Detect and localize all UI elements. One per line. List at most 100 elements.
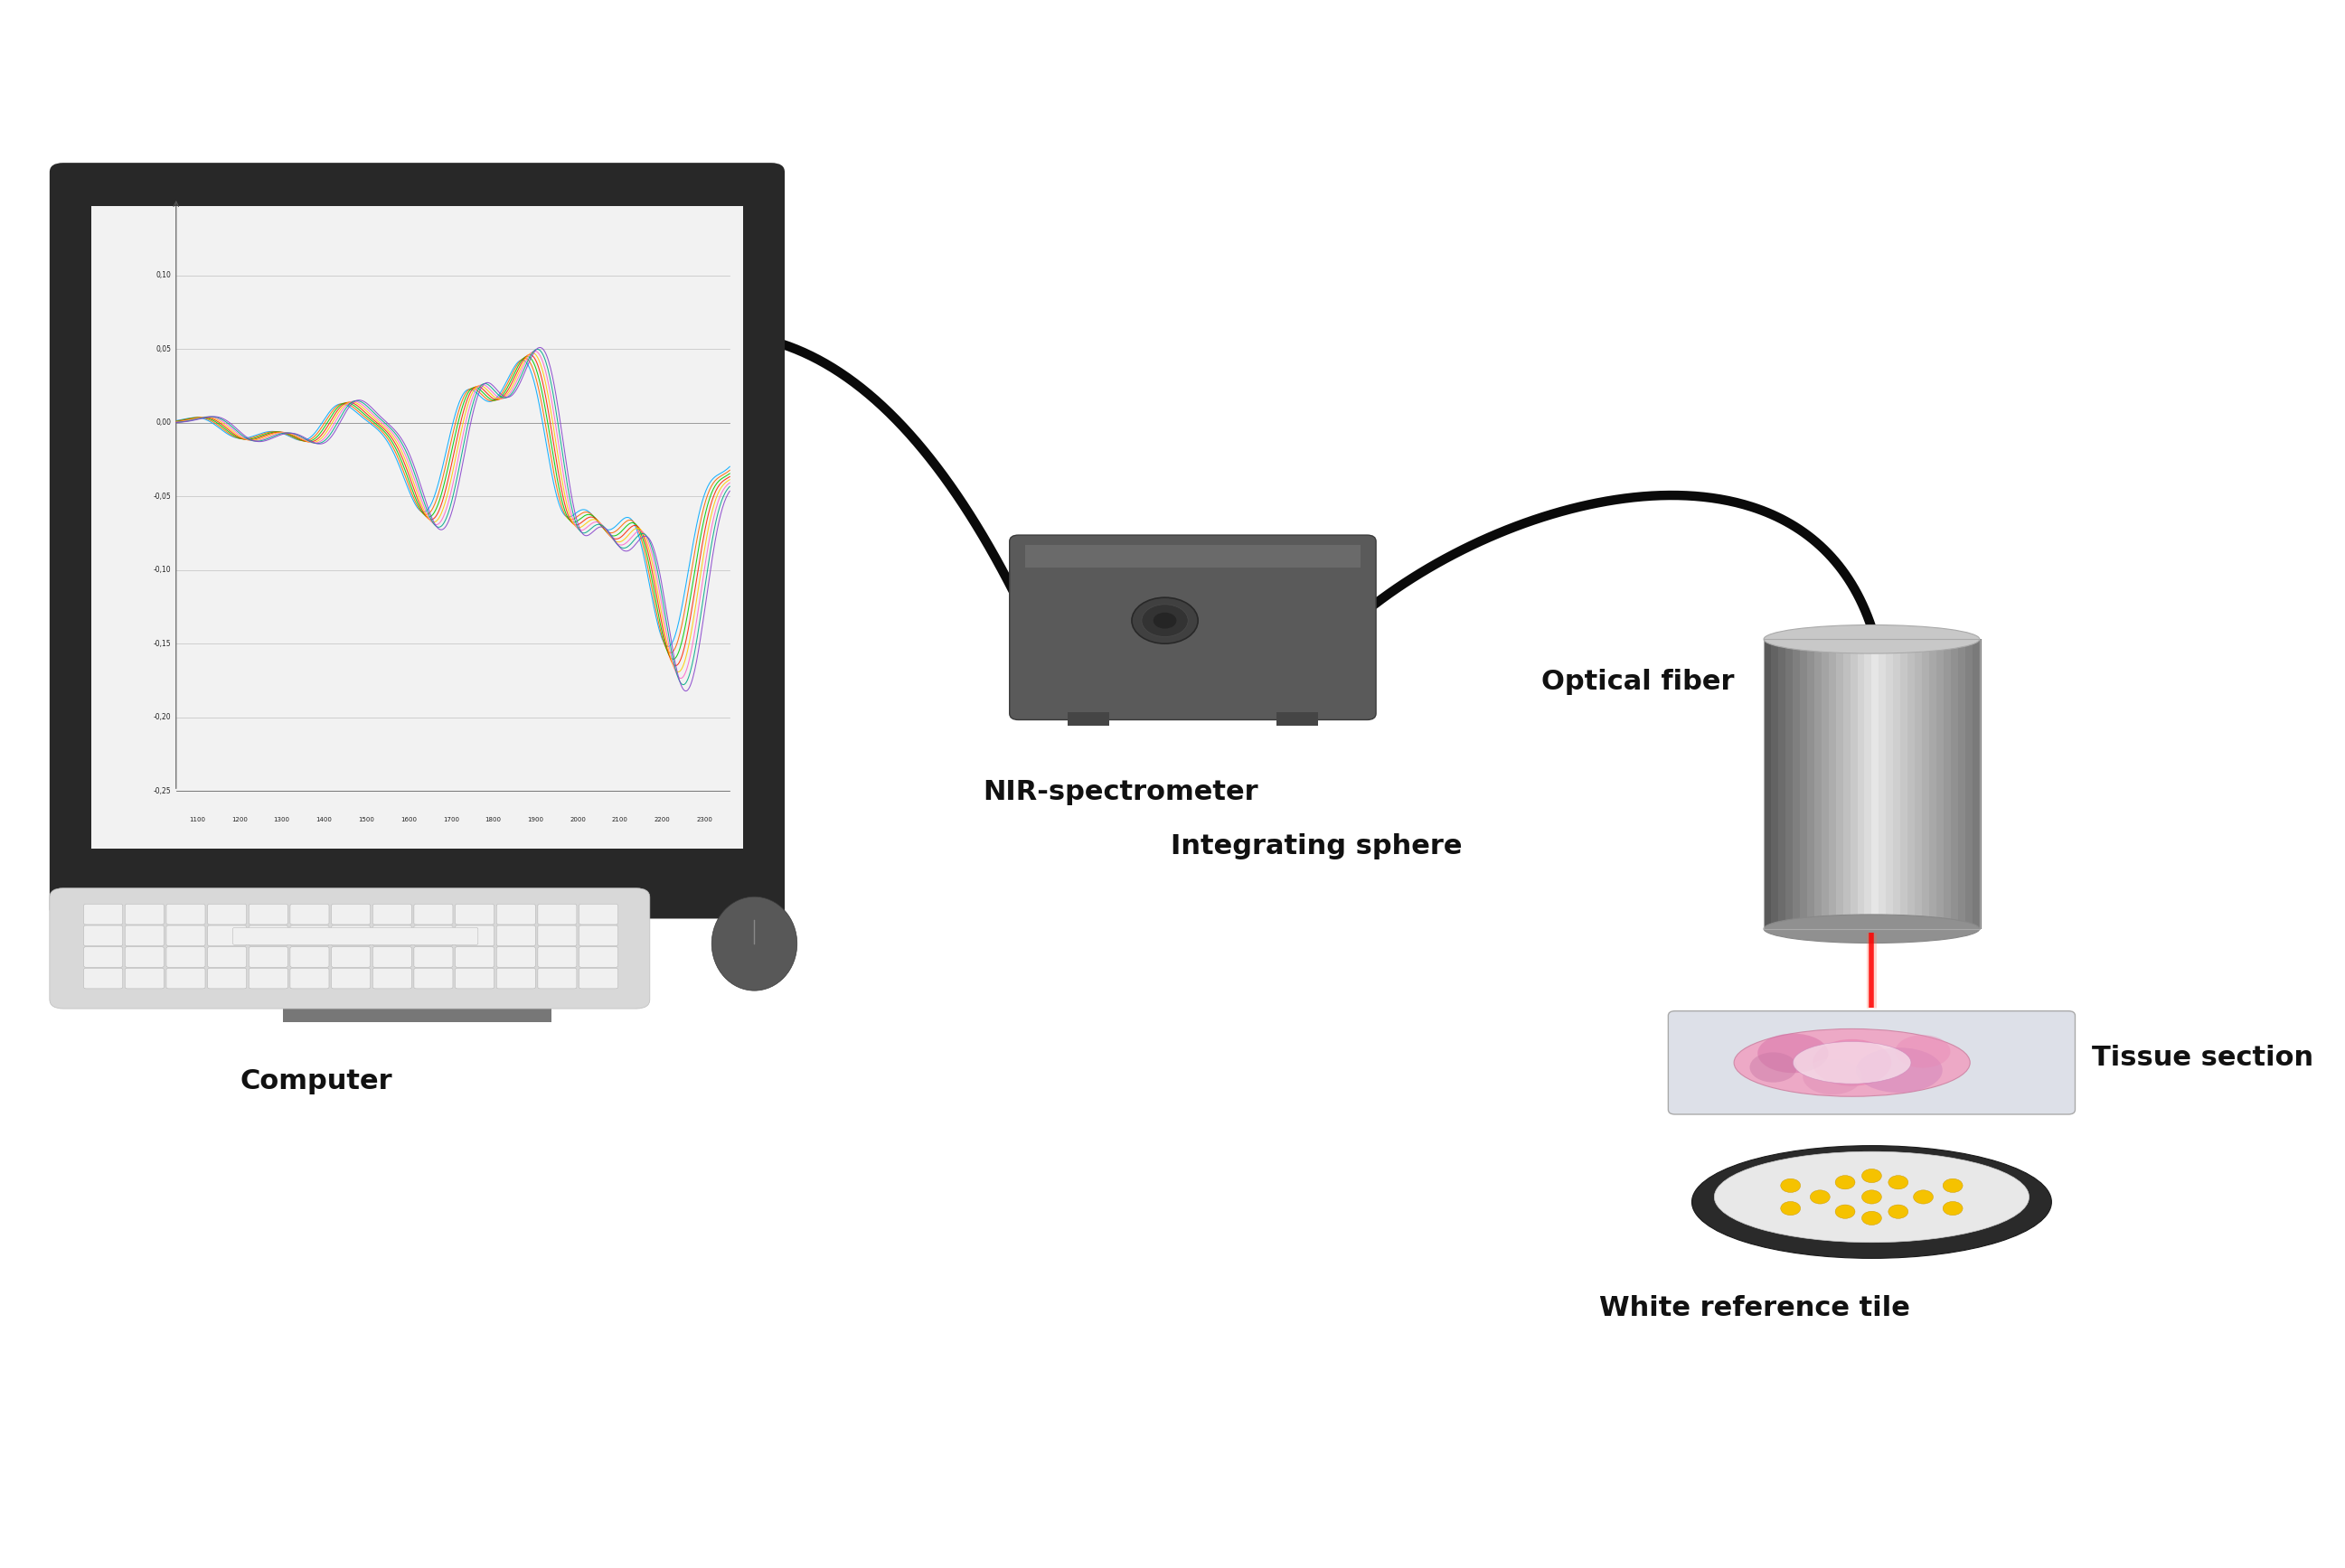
Bar <box>1785 640 1794 928</box>
Text: Computer: Computer <box>239 1068 392 1094</box>
FancyBboxPatch shape <box>373 967 413 988</box>
Text: -0,20: -0,20 <box>152 713 171 721</box>
FancyBboxPatch shape <box>291 925 328 946</box>
Text: 1600: 1600 <box>401 817 417 822</box>
Ellipse shape <box>1794 1041 1911 1083</box>
Text: 1500: 1500 <box>359 817 375 822</box>
FancyBboxPatch shape <box>84 947 122 967</box>
FancyBboxPatch shape <box>84 925 122 946</box>
FancyBboxPatch shape <box>415 967 453 988</box>
Bar <box>1808 640 1817 928</box>
Ellipse shape <box>1803 1058 1862 1094</box>
Bar <box>1850 640 1860 928</box>
FancyBboxPatch shape <box>49 887 650 1008</box>
Ellipse shape <box>711 897 797 991</box>
Ellipse shape <box>1733 1029 1970 1096</box>
FancyBboxPatch shape <box>579 947 619 967</box>
Bar <box>1815 640 1824 928</box>
FancyBboxPatch shape <box>124 925 164 946</box>
Text: 1400: 1400 <box>317 817 333 822</box>
FancyBboxPatch shape <box>84 905 122 925</box>
Circle shape <box>1780 1179 1801 1193</box>
FancyBboxPatch shape <box>331 967 371 988</box>
Bar <box>1822 640 1831 928</box>
Bar <box>1778 640 1787 928</box>
Circle shape <box>1836 1176 1855 1189</box>
Text: White reference tile: White reference tile <box>1599 1295 1911 1322</box>
FancyBboxPatch shape <box>537 925 577 946</box>
Bar <box>1067 712 1109 726</box>
Bar <box>1871 640 1881 928</box>
Ellipse shape <box>1714 1151 2028 1242</box>
Circle shape <box>1142 604 1189 637</box>
FancyBboxPatch shape <box>579 967 619 988</box>
Text: Tissue section: Tissue section <box>2092 1044 2315 1071</box>
Ellipse shape <box>1763 914 1979 942</box>
FancyBboxPatch shape <box>209 967 246 988</box>
Bar <box>1944 640 1953 928</box>
Text: -0,10: -0,10 <box>152 566 171 574</box>
Bar <box>1763 640 1979 928</box>
FancyBboxPatch shape <box>49 163 786 919</box>
Text: 2000: 2000 <box>570 817 586 822</box>
FancyBboxPatch shape <box>232 928 478 946</box>
Ellipse shape <box>1691 1146 2052 1259</box>
Text: 1900: 1900 <box>528 817 544 822</box>
Bar <box>1836 640 1846 928</box>
Bar <box>1906 640 1918 928</box>
Bar <box>91 205 743 848</box>
Bar <box>1965 640 1974 928</box>
Bar <box>1792 640 1801 928</box>
Text: Optical fiber: Optical fiber <box>1541 670 1735 695</box>
Text: 1800: 1800 <box>485 817 502 822</box>
FancyBboxPatch shape <box>455 967 495 988</box>
Text: NIR-spectrometer: NIR-spectrometer <box>983 779 1259 804</box>
Text: 2200: 2200 <box>654 817 671 822</box>
Circle shape <box>1862 1168 1881 1182</box>
Bar <box>1799 640 1810 928</box>
Ellipse shape <box>1895 1035 1951 1068</box>
FancyBboxPatch shape <box>209 947 246 967</box>
FancyBboxPatch shape <box>455 925 495 946</box>
Circle shape <box>1888 1176 1909 1189</box>
Ellipse shape <box>1855 1047 1942 1093</box>
FancyBboxPatch shape <box>249 947 288 967</box>
Bar <box>1857 640 1867 928</box>
FancyBboxPatch shape <box>331 947 371 967</box>
Bar <box>1276 712 1318 726</box>
Circle shape <box>1888 1204 1909 1218</box>
FancyBboxPatch shape <box>124 905 164 925</box>
Circle shape <box>1780 1201 1801 1215</box>
FancyBboxPatch shape <box>455 947 495 967</box>
Bar <box>1843 640 1853 928</box>
FancyBboxPatch shape <box>291 967 328 988</box>
Bar <box>1770 640 1780 928</box>
Circle shape <box>1862 1210 1881 1225</box>
FancyBboxPatch shape <box>331 925 371 946</box>
FancyBboxPatch shape <box>291 905 328 925</box>
FancyBboxPatch shape <box>249 905 288 925</box>
Text: 1100: 1100 <box>190 817 206 822</box>
FancyBboxPatch shape <box>537 947 577 967</box>
FancyBboxPatch shape <box>249 925 288 946</box>
FancyBboxPatch shape <box>537 967 577 988</box>
FancyBboxPatch shape <box>537 905 577 925</box>
FancyBboxPatch shape <box>166 947 206 967</box>
FancyBboxPatch shape <box>124 967 164 988</box>
Ellipse shape <box>1813 1040 1892 1087</box>
FancyBboxPatch shape <box>455 905 495 925</box>
FancyBboxPatch shape <box>497 967 535 988</box>
Bar <box>1878 640 1888 928</box>
Circle shape <box>1944 1179 1963 1193</box>
Circle shape <box>1862 1190 1881 1204</box>
FancyBboxPatch shape <box>415 925 453 946</box>
FancyBboxPatch shape <box>166 905 206 925</box>
FancyBboxPatch shape <box>331 905 371 925</box>
FancyBboxPatch shape <box>124 947 164 967</box>
FancyBboxPatch shape <box>291 947 328 967</box>
Text: -0,25: -0,25 <box>152 787 171 795</box>
FancyBboxPatch shape <box>249 967 288 988</box>
Text: 1200: 1200 <box>232 817 249 822</box>
FancyBboxPatch shape <box>166 967 206 988</box>
FancyBboxPatch shape <box>209 905 246 925</box>
